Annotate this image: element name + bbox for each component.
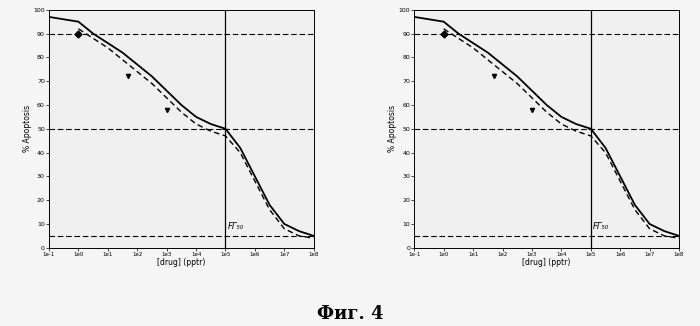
Text: FГ₅₀: FГ₅₀ (228, 222, 244, 231)
X-axis label: [drug] (pptr): [drug] (pptr) (158, 258, 206, 267)
X-axis label: [drug] (pptr): [drug] (pptr) (522, 258, 570, 267)
Y-axis label: % Apoptosis: % Apoptosis (23, 105, 32, 152)
Text: FГ₅₀: FГ₅₀ (593, 222, 610, 231)
Y-axis label: % Apoptosis: % Apoptosis (388, 105, 397, 152)
Text: Фиг. 4: Фиг. 4 (316, 305, 384, 323)
